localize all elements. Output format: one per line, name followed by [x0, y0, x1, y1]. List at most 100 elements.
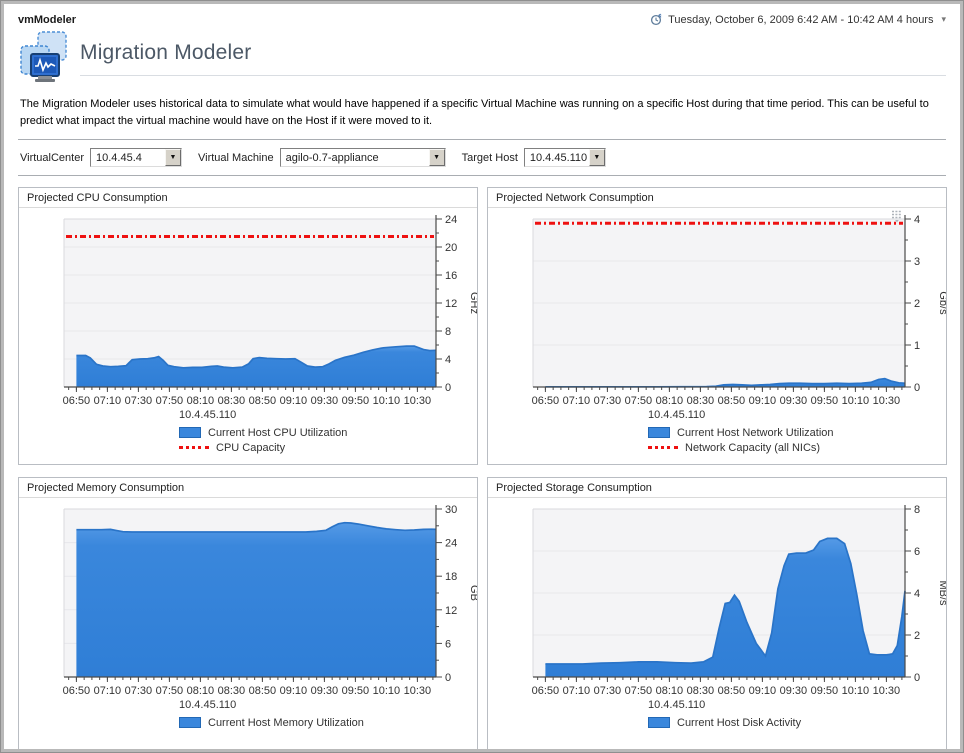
svg-text:07:50: 07:50 [625, 395, 653, 407]
panel-title: Projected CPU Consumption [19, 188, 477, 208]
svg-text:GHz: GHz [468, 292, 477, 314]
storage-consumption-panel: Projected Storage Consumption 0 2 4 6 8 MB/s 0… [487, 477, 947, 749]
svg-text:08:10: 08:10 [187, 395, 215, 407]
svg-text:10:10: 10:10 [842, 395, 870, 407]
svg-text:6: 6 [445, 638, 451, 650]
svg-text:GB: GB [468, 585, 477, 601]
legend-host-label: 10.4.45.110 [648, 409, 706, 421]
svg-text:24: 24 [445, 538, 457, 550]
target-host-label: Target Host [461, 151, 518, 164]
svg-text:4: 4 [914, 588, 920, 600]
top-bar: vmModeler Tuesday, October 6, 2009 6:42 … [18, 4, 946, 28]
svg-text:1: 1 [914, 340, 920, 352]
svg-text:24: 24 [445, 214, 457, 226]
svg-text:08:30: 08:30 [218, 685, 246, 697]
series-legend-label: Current Host CPU Utilization [208, 426, 348, 439]
charts-grid: Projected CPU Consumption 0 4 8 12 16 20 24 GHz… [18, 187, 947, 749]
series-swatch [179, 427, 201, 438]
svg-text:08:50: 08:50 [718, 685, 746, 697]
time-range-icon [651, 13, 662, 26]
virtual-machine-value: agilo-0.7-appliance [285, 152, 379, 164]
svg-text:09:30: 09:30 [311, 685, 339, 697]
svg-text:10:10: 10:10 [373, 685, 401, 697]
svg-text:0: 0 [914, 382, 920, 394]
svg-text:07:50: 07:50 [156, 685, 184, 697]
series-legend-label: Current Host Memory Utilization [208, 716, 364, 729]
svg-text:18: 18 [445, 571, 457, 583]
svg-text:07:50: 07:50 [156, 395, 184, 407]
series-swatch [648, 717, 670, 728]
chart-legend: 10.4.45.110 Current Host Memory Utilizat… [179, 699, 477, 730]
svg-text:08:50: 08:50 [249, 685, 277, 697]
svg-text:10:30: 10:30 [404, 685, 432, 697]
time-range-selector[interactable]: Tuesday, October 6, 2009 6:42 AM - 10:42… [650, 13, 946, 26]
cpu-consumption-panel: Projected CPU Consumption 0 4 8 12 16 20 24 GHz… [18, 187, 478, 465]
svg-text:07:30: 07:30 [125, 395, 153, 407]
page-title: Migration Modeler [80, 40, 252, 64]
panel-title: Projected Network Consumption [488, 188, 946, 208]
svg-text:09:30: 09:30 [311, 395, 339, 407]
target-host-select[interactable]: 10.4.45.110 ▼ [523, 148, 606, 167]
capacity-swatch [179, 446, 209, 449]
app-title: vmModeler [18, 13, 77, 26]
svg-text:07:10: 07:10 [563, 395, 591, 407]
svg-text:08:10: 08:10 [656, 395, 684, 407]
svg-text:30: 30 [445, 504, 457, 516]
page-description: The Migration Modeler uses historical da… [20, 98, 929, 127]
series-swatch [179, 717, 201, 728]
virtualcenter-value: 10.4.45.4 [96, 152, 142, 164]
svg-text:8: 8 [914, 504, 920, 516]
dropdown-arrow-icon[interactable]: ▼ [428, 149, 445, 166]
svg-text:20: 20 [445, 242, 457, 254]
migration-modeler-icon [20, 31, 67, 82]
legend-host-label: 10.4.45.110 [179, 409, 237, 421]
network-consumption-panel: Projected Network Consumption 0 1 2 3 4 Gb/s 0… [487, 187, 947, 465]
svg-text:10:10: 10:10 [373, 395, 401, 407]
svg-text:09:30: 09:30 [780, 395, 808, 407]
virtual-machine-label: Virtual Machine [198, 151, 274, 164]
svg-text:0: 0 [914, 672, 920, 684]
svg-text:16: 16 [445, 270, 457, 282]
svg-text:08:50: 08:50 [249, 395, 277, 407]
page-header: Migration Modeler [18, 30, 946, 86]
svg-text:08:50: 08:50 [718, 395, 746, 407]
svg-text:Gb/s: Gb/s [937, 291, 946, 315]
series-swatch [648, 427, 670, 438]
target-host-value: 10.4.45.110 [529, 152, 588, 164]
chart-legend: 10.4.45.110 Current Host CPU Utilization… [179, 409, 477, 455]
virtualcenter-select[interactable]: 10.4.45.4 ▼ [90, 148, 182, 167]
svg-text:6: 6 [914, 546, 920, 558]
svg-text:2: 2 [914, 298, 920, 310]
svg-text:09:50: 09:50 [811, 685, 839, 697]
svg-text:07:30: 07:30 [125, 685, 153, 697]
svg-text:06:50: 06:50 [63, 685, 91, 697]
svg-text:0: 0 [445, 382, 451, 394]
dropdown-arrow-icon[interactable]: ▼ [165, 149, 181, 166]
chart-options-icon[interactable] [890, 209, 904, 223]
svg-text:0: 0 [445, 672, 451, 684]
svg-text:08:10: 08:10 [656, 685, 684, 697]
svg-text:MB/s: MB/s [937, 580, 946, 606]
svg-text:12: 12 [445, 605, 457, 617]
svg-text:07:10: 07:10 [94, 395, 122, 407]
svg-text:10:30: 10:30 [873, 685, 901, 697]
svg-text:8: 8 [445, 326, 451, 338]
svg-text:09:50: 09:50 [342, 685, 370, 697]
virtual-machine-select[interactable]: agilo-0.7-appliance ▼ [279, 148, 446, 167]
dropdown-arrow-icon[interactable]: ▼ [588, 149, 605, 166]
svg-text:08:30: 08:30 [687, 395, 715, 407]
filter-bar: VirtualCenter 10.4.45.4 ▼ Virtual Machin… [18, 139, 946, 176]
svg-text:06:50: 06:50 [532, 685, 560, 697]
svg-text:09:10: 09:10 [280, 395, 308, 407]
svg-text:12: 12 [445, 298, 457, 310]
legend-host-label: 10.4.45.110 [648, 699, 706, 711]
svg-text:06:50: 06:50 [532, 395, 560, 407]
svg-text:4: 4 [445, 354, 451, 366]
svg-text:08:30: 08:30 [218, 395, 246, 407]
time-range-label: Tuesday, October 6, 2009 6:42 AM - 10:42… [668, 13, 934, 26]
